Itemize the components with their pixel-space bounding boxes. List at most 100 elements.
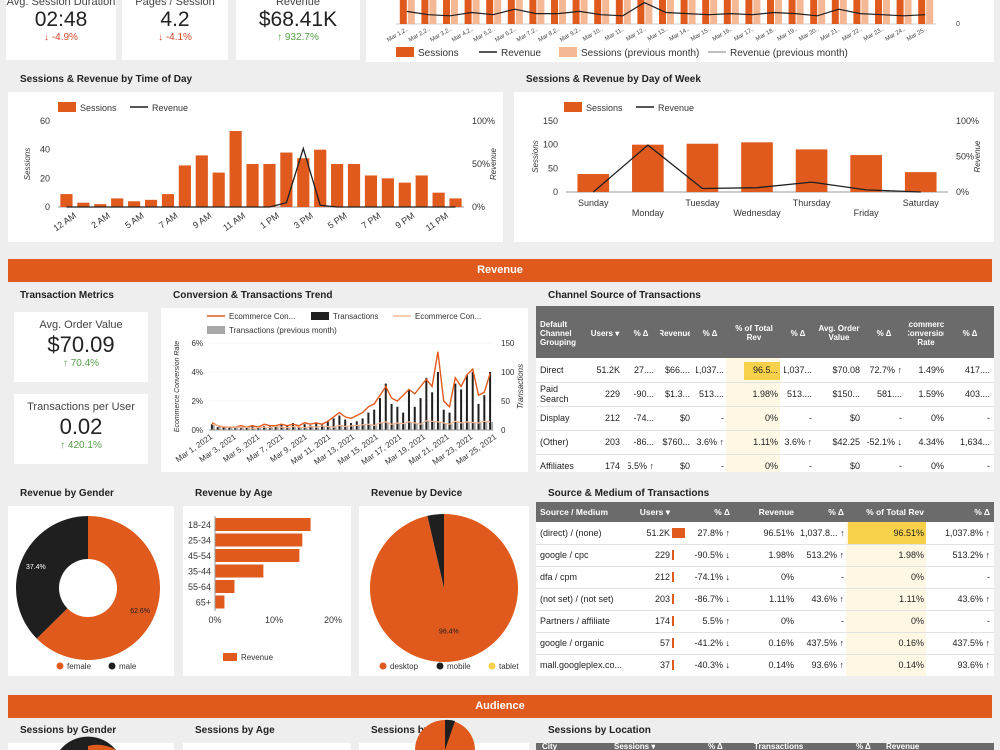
x-tick-label: 7 AM (157, 210, 180, 230)
bar-transactions-previous (433, 421, 436, 430)
bar-sessions-previous (904, 0, 912, 24)
table-cell: -86.7% ↓ (694, 594, 730, 604)
table-cell: $66.... (664, 365, 690, 375)
table-cell: 513.2% ↑ (952, 550, 990, 560)
table-cell: 0% (780, 616, 794, 626)
x-tick-label: Mar 24.. (885, 26, 907, 42)
kpi-value: $68.41K (258, 8, 338, 31)
table-cell: 0% (764, 413, 778, 423)
y-right-tick: 100 (501, 368, 515, 377)
bar-sessions-previous (883, 0, 890, 24)
column-header[interactable]: Source / Medium (540, 507, 609, 517)
column-header[interactable]: % Δ (702, 328, 718, 338)
bar-transactions-previous (386, 421, 389, 430)
column-header[interactable]: % Δ (790, 328, 806, 338)
bar-sessions (529, 0, 537, 24)
column-header[interactable]: Ecommerce Conversion Rate (908, 319, 944, 347)
column-header[interactable]: % Δ (708, 742, 723, 750)
bar-sessions (449, 198, 462, 207)
column-header[interactable]: Sessions ▾ (614, 742, 656, 750)
column-header[interactable]: Default Channel Grouping (540, 319, 576, 347)
column-header[interactable]: Revenue (758, 507, 794, 517)
column-header[interactable]: % of Total Rev (866, 507, 924, 517)
aov-label: Avg. Order Value (39, 319, 123, 331)
bar-transactions-previous (415, 423, 418, 430)
revenue-by-age-panel: Revenue by Age 18-24 25-34 45-54 35-44 55-64… (183, 482, 351, 676)
x-tick-label: Wednesday (733, 208, 781, 218)
table-cell: 4.34% (918, 437, 944, 447)
column-header[interactable]: Revenue (886, 742, 920, 750)
x-tick-label: Mar 8,2.. (537, 26, 561, 43)
column-header[interactable]: % Δ (962, 328, 978, 338)
table-cell: 1,037... (784, 365, 812, 375)
x-tick-label: Mar 20.. (798, 26, 820, 42)
bar-transactions (326, 421, 329, 430)
bar-transactions-previous (438, 421, 441, 430)
day-of-week-chart: Sessions Revenue 0 50 100 150 0% 50% 100% Session… (531, 102, 982, 218)
bar-sessions-previous (494, 0, 502, 24)
sessions-gender-donut-top (60, 736, 116, 750)
column-header[interactable]: City (542, 742, 558, 750)
column-header[interactable]: % Δ (856, 742, 871, 750)
table-cell: $1.3... (664, 389, 690, 399)
y-right-tick: 50 (501, 397, 510, 406)
table-cell: 437.5% ↑ (806, 638, 844, 648)
y-right-label: Transactions (516, 364, 525, 409)
panel-title: Channel Source of Transactions (536, 284, 994, 308)
y-tick-label: 55-64 (188, 582, 211, 592)
x-tick-label: 10% (265, 615, 283, 625)
bar-transactions (367, 412, 370, 430)
tpu-value: 0.02 (59, 414, 103, 439)
table-cell: 1.11% (753, 437, 778, 447)
bar-revenue (215, 518, 311, 531)
bar-transactions-previous (288, 427, 291, 430)
legend-label: male (119, 662, 137, 671)
x-tick-label: Mar 4,2.. (451, 26, 475, 43)
bar-transactions-previous (450, 424, 453, 430)
table-cell: 174 (654, 616, 670, 626)
table-cell: - (809, 413, 812, 423)
legend-label: Sessions (586, 103, 623, 113)
table-cell: 0% (930, 461, 944, 471)
column-header[interactable]: Avg. Order Value (818, 324, 860, 342)
column-header[interactable]: Users ▾ (590, 328, 620, 338)
bar-sessions (659, 0, 666, 24)
column-header[interactable]: Revenue (660, 328, 690, 338)
kpi-value: 4.2 (160, 8, 190, 31)
bar-sessions (364, 175, 378, 207)
table-cell: 0.14% (768, 660, 794, 670)
column-header[interactable]: % Δ (828, 507, 844, 517)
bar-sessions-previous (818, 0, 826, 24)
donut-slice (88, 744, 116, 750)
column-header[interactable]: % Δ (714, 507, 730, 517)
panel-title: Transaction Metrics (8, 284, 154, 308)
revenue-line (406, 1, 926, 17)
bar-sessions-previous (861, 0, 869, 24)
y-right-tick: 50% (956, 152, 974, 162)
panel-title: Sessions & Revenue by Time of Day (8, 68, 503, 92)
column-header[interactable]: Users ▾ (639, 507, 670, 517)
column-header[interactable]: Transactions (754, 742, 804, 750)
x-tick-label: 12 AM (51, 210, 78, 233)
users-bar (672, 616, 674, 626)
bar-transactions (454, 383, 457, 430)
column-header[interactable]: % Δ (633, 328, 649, 338)
table-cell: 1.59% (918, 389, 944, 399)
column-header[interactable]: % of Total Rev (735, 324, 773, 342)
panel-title: Revenue by Gender (8, 482, 174, 506)
column-header[interactable]: % Δ (974, 507, 990, 517)
bar-transactions-previous (409, 421, 412, 430)
column-header[interactable]: % Δ (876, 328, 892, 338)
bar-sessions (918, 0, 926, 24)
gender-donut: 62.6% 37.4% female male (15, 516, 160, 671)
table-cell: 5.5% ↑ (628, 461, 654, 471)
legend-dot (108, 662, 116, 670)
legend-label: Ecommerce Con... (229, 312, 295, 321)
kpi-label: Revenue (275, 0, 321, 8)
table-cell: (direct) / (none) (540, 528, 602, 538)
y-left-tick: 50 (548, 163, 558, 173)
bar-sessions (795, 149, 828, 192)
bar-transactions-previous (427, 420, 430, 430)
table-cell: 1,037... (696, 365, 724, 375)
kpi-value: 02:48 (34, 8, 88, 31)
